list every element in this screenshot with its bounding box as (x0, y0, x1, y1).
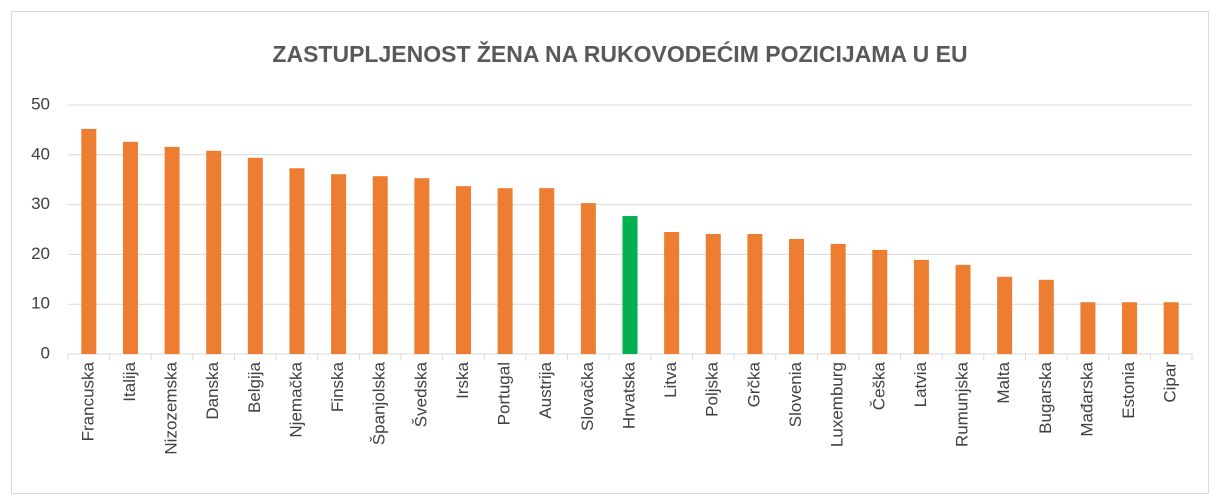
bar (455, 186, 471, 354)
x-tick-label: Belgija (245, 361, 264, 413)
x-tick-label: Nizozemska (162, 361, 181, 454)
x-tick-label: Poljska (703, 361, 722, 416)
x-tick-label: Irska (453, 361, 472, 398)
x-tick-label: Češka (869, 361, 888, 410)
x-tick-label: Austrija (536, 361, 555, 418)
bar (331, 174, 347, 354)
x-tick-label: Cipar (1161, 362, 1180, 403)
x-tick-label: Švedska (411, 361, 430, 427)
bar (497, 188, 513, 354)
bar (872, 249, 888, 354)
bar (206, 150, 222, 354)
x-tick-label: Malta (994, 361, 1013, 403)
bar (1122, 302, 1138, 354)
bar (747, 233, 763, 354)
bar (1163, 302, 1179, 354)
bar (164, 146, 180, 354)
x-tick-label: Hrvatska (619, 361, 638, 429)
x-tick-label: Španjolska (370, 361, 389, 445)
bar (539, 188, 555, 354)
bar (997, 276, 1013, 354)
y-tick-label: 0 (41, 343, 50, 362)
bar (705, 233, 721, 354)
y-tick-label: 10 (31, 294, 50, 313)
bar (81, 128, 97, 354)
bar (372, 176, 388, 354)
bar (1038, 279, 1054, 354)
bar (955, 264, 971, 354)
x-tick-label: Estonia (1119, 361, 1138, 418)
chart-border (11, 11, 1209, 494)
bar (414, 178, 430, 354)
x-tick-label: Finska (328, 361, 347, 412)
x-tick-label: Luxemburg (828, 362, 847, 447)
x-tick-label: Italija (120, 361, 139, 401)
x-tick-label: Litva (661, 361, 680, 397)
bar (122, 141, 138, 354)
y-tick-label: 40 (31, 144, 50, 163)
x-tick-label: Mađarska (1077, 361, 1096, 436)
bar (1080, 302, 1096, 354)
y-tick-label: 50 (31, 94, 50, 113)
x-tick-label: Slovenia (786, 361, 805, 427)
x-tick-label: Njemačka (286, 361, 305, 437)
bar (830, 243, 846, 354)
x-tick-label: Slovačka (578, 361, 597, 431)
x-tick-label: Grčka (744, 361, 763, 407)
bar (913, 259, 929, 354)
x-tick-label: Danska (203, 361, 222, 419)
bar (289, 168, 305, 354)
bar (789, 238, 805, 354)
x-tick-label: Portugal (495, 362, 514, 425)
x-tick-label: Francuska (78, 361, 97, 441)
x-tick-label: Rumunjska (953, 361, 972, 447)
y-tick-label: 20 (31, 244, 50, 263)
bar (664, 231, 680, 354)
bar (247, 157, 263, 354)
x-tick-label: Bugarska (1036, 361, 1055, 433)
x-tick-label: Latvia (911, 361, 930, 407)
y-tick-label: 30 (31, 194, 50, 213)
chart-title: ZASTUPLJENOST ŽENA NA RUKOVODEĆIM POZICI… (272, 40, 967, 67)
bar (580, 203, 596, 354)
bar (622, 216, 638, 354)
